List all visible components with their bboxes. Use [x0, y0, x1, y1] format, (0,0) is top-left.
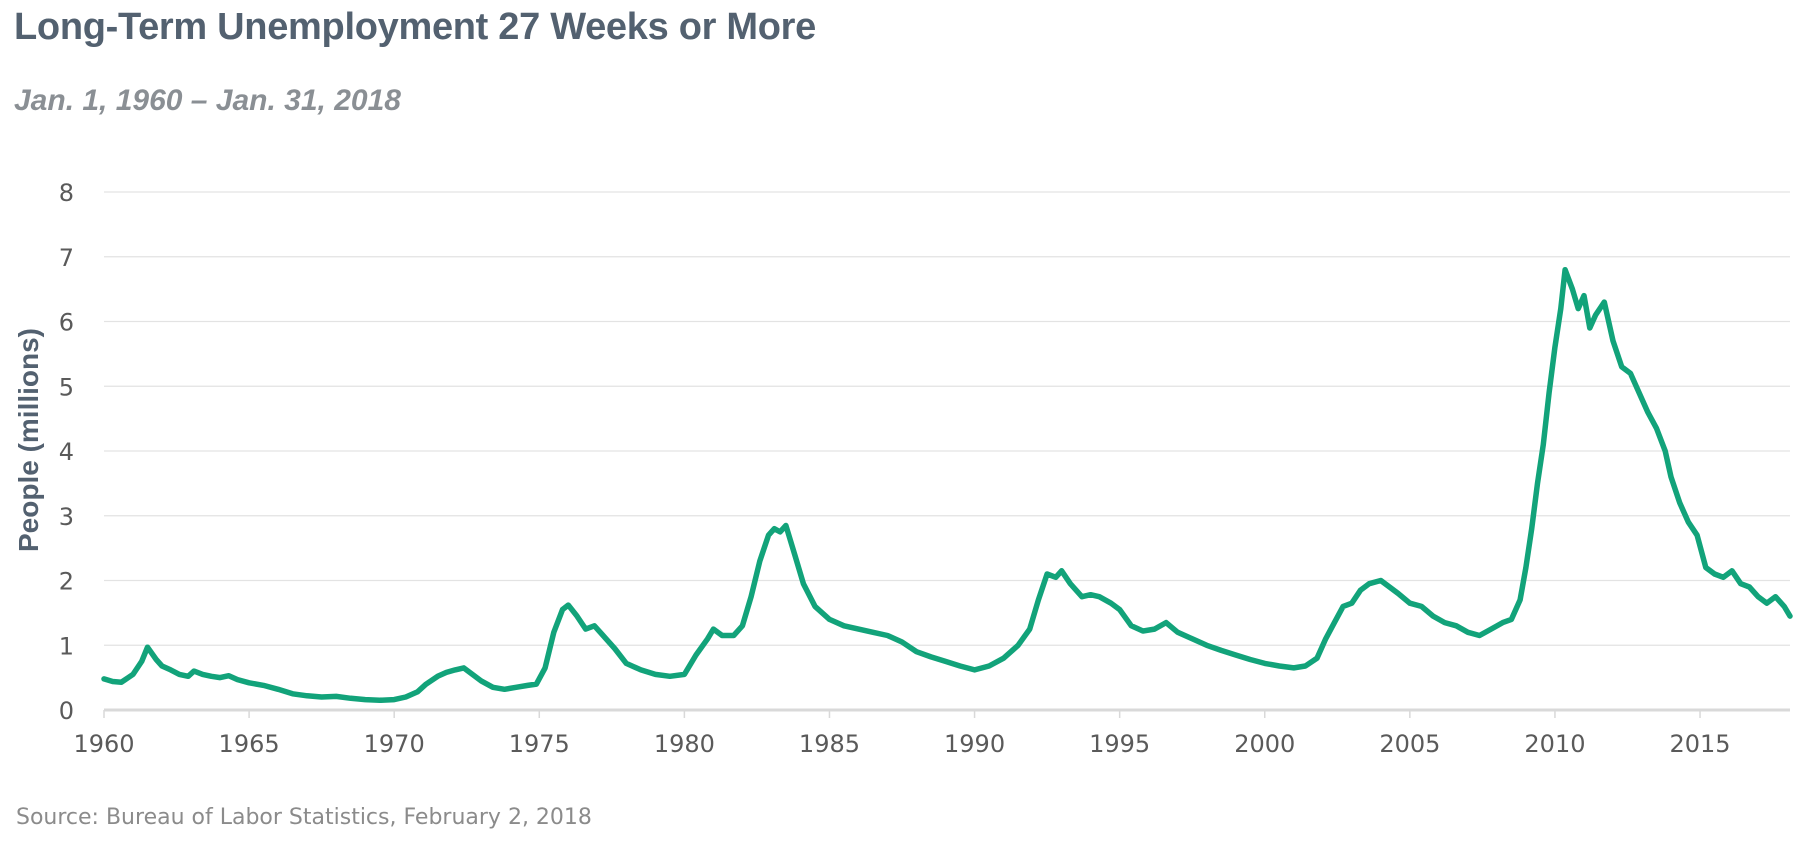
x-tick-label-2010: 2010	[1524, 730, 1585, 758]
y-tick-label-5: 5	[59, 373, 74, 401]
x-tick-label-1990: 1990	[944, 730, 1005, 758]
y-axis-ticks: 0 1 2 3 4 5 6 7 8	[59, 179, 74, 725]
x-tick-label-2015: 2015	[1670, 730, 1731, 758]
x-tick-label-1970: 1970	[364, 730, 425, 758]
chart-subtitle: Jan. 1, 1960 – Jan. 31, 2018	[14, 84, 401, 117]
y-tick-label-6: 6	[59, 309, 74, 337]
y-tick-label-3: 3	[59, 503, 74, 531]
x-tick-label-1975: 1975	[509, 730, 570, 758]
x-tick-label-2000: 2000	[1234, 730, 1295, 758]
source-note: Source: Bureau of Labor Statistics, Febr…	[16, 805, 592, 830]
x-tick-label-1960: 1960	[73, 730, 134, 758]
grid-lines	[104, 191, 1790, 712]
y-tick-label-2: 2	[59, 568, 74, 596]
y-tick-label-0: 0	[59, 697, 74, 725]
x-tick-label-1980: 1980	[654, 730, 715, 758]
x-tick-label-1965: 1965	[219, 730, 280, 758]
x-tick-label-2005: 2005	[1379, 730, 1440, 758]
y-axis-title: People (millions)	[13, 328, 44, 552]
x-tick-label-1985: 1985	[799, 730, 860, 758]
y-tick-label-7: 7	[59, 244, 74, 272]
chart-title: Long-Term Unemployment 27 Weeks or More	[14, 6, 816, 48]
y-tick-label-8: 8	[59, 179, 74, 207]
y-tick-label-1: 1	[59, 632, 74, 660]
x-tick-label-1995: 1995	[1089, 730, 1150, 758]
series-line-long-term-unemployment	[101, 266, 1793, 704]
x-axis-ticks: 1960 1965 1970 1975 1980 1985 1990 1995 2000 2005…	[73, 710, 1731, 758]
y-tick-label-4: 4	[59, 438, 74, 466]
